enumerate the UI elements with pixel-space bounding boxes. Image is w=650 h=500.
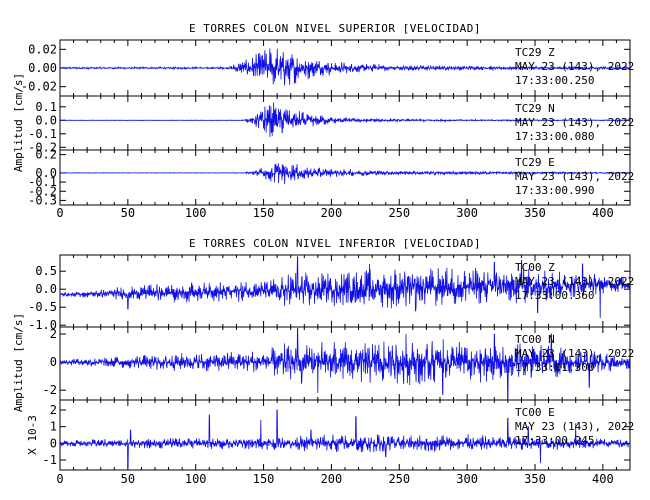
y-tick-label: 2 [50,403,57,417]
station-channel-label: TC29 N [515,102,555,115]
y-tick-label: 0.5 [35,264,57,278]
record-date-label: MAY 23 (143), 2022 [515,116,634,129]
waveform-trace [59,409,631,469]
x-tick-label: 250 [388,472,410,486]
chart-superior: E TORRES COLON NIVEL SUPERIOR [VELOCIDAD… [12,22,634,220]
y-tick-label: 0 [50,355,57,369]
y-tick-label: 0.0 [35,282,57,296]
x-tick-label: 150 [253,472,275,486]
record-date-label: MAY 23 (143), 2022 [515,60,634,73]
y-tick-label: 0.2 [35,148,57,162]
waveform-trace [59,256,631,319]
station-channel-label: TC29 E [515,156,555,169]
y-tick-label: 0.1 [35,100,57,114]
x-tick-label: 100 [185,472,207,486]
x-tick-label: 250 [388,206,410,220]
y-tick-label: -1 [43,453,57,467]
chart-title: E TORRES COLON NIVEL SUPERIOR [VELOCIDAD… [189,22,481,35]
y-tick-label: 0.00 [28,61,57,75]
record-time-label: 17:33:00.245 [515,434,594,447]
station-channel-label: TC29 Z [515,46,555,59]
record-time-label: 17:33:00.990 [515,184,594,197]
x-tick-label: 300 [456,472,478,486]
x-tick-label: 400 [592,206,614,220]
record-date-label: MAY 23 (143), 2022 [515,420,634,433]
record-date-label: MAY 23 (143), 2022 [515,275,634,288]
station-channel-label: TC00 N [515,333,555,346]
y-tick-label: 0.0 [35,113,57,127]
record-time-label: 17:33:00.080 [515,130,594,143]
x-tick-label: 100 [185,206,207,220]
x-tick-label: 50 [121,472,135,486]
y-tick-label: -0.1 [28,175,57,189]
x-tick-label: 200 [321,472,343,486]
y-tick-label: 0.0 [35,166,57,180]
x-tick-label: 0 [56,206,63,220]
y-tick-label: -1.0 [28,318,57,332]
y-tick-label: -0.3 [28,193,57,207]
waveform-trace [59,163,631,185]
x-tick-label: 0 [56,472,63,486]
y-tick-label: -0.5 [28,300,57,314]
waveform-trace [59,102,631,138]
y-tick-label: -0.1 [28,127,57,141]
waveform-trace [59,48,631,86]
record-date-label: MAY 23 (143), 2022 [515,347,634,360]
station-channel-label: TC00 Z [515,261,555,274]
waveform-trace [59,328,631,398]
chart-title: E TORRES COLON NIVEL INFERIOR [VELOCIDAD… [189,237,481,250]
x-tick-label: 300 [456,206,478,220]
y-tick-label: -2 [43,383,57,397]
record-time-label: 17:33:01.300 [515,361,594,374]
y-tick-label: 0 [50,436,57,450]
x-tick-label: 50 [121,206,135,220]
y-tick-label: -0.02 [21,80,57,94]
record-time-label: 17:33:00.360 [515,289,594,302]
x-tick-label: 200 [321,206,343,220]
y-axis-label: Amplitud [cm/s] [12,313,25,412]
y-multiplier-label: X 10-3 [26,415,39,455]
y-tick-label: 2 [50,327,57,341]
x-tick-label: 350 [524,472,546,486]
chart-inferior: E TORRES COLON NIVEL INFERIOR [VELOCIDAD… [12,237,634,486]
x-tick-label: 400 [592,472,614,486]
record-time-label: 17:33:00.250 [515,74,594,87]
x-tick-label: 350 [524,206,546,220]
y-tick-label: -0.2 [28,140,57,154]
y-tick-label: 1 [50,420,57,434]
x-tick-label: 150 [253,206,275,220]
y-tick-label: -0.2 [28,184,57,198]
y-axis-label: Amplitud [cm/s] [12,73,25,172]
record-date-label: MAY 23 (143), 2022 [515,170,634,183]
station-channel-label: TC00 E [515,406,555,419]
y-tick-label: 0.02 [28,42,57,56]
